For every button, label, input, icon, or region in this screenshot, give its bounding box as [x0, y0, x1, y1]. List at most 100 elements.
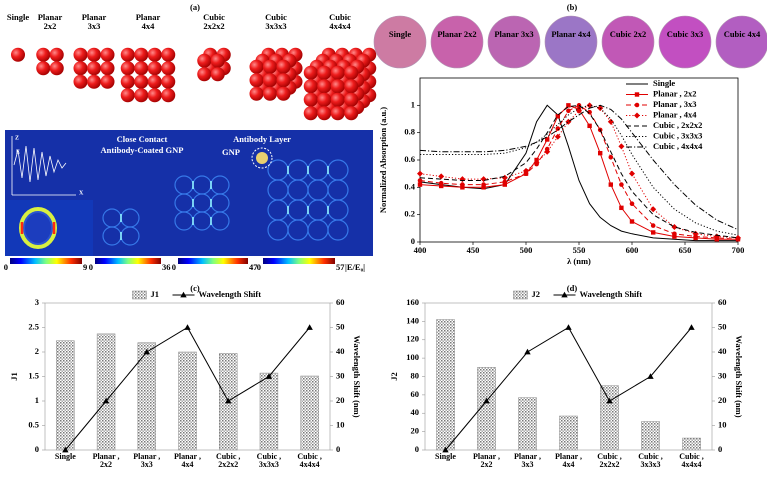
legend-label: Wavelength Shift	[580, 289, 643, 299]
group-label-box: Cubic 4x4x4	[329, 13, 351, 31]
gold-sphere	[317, 92, 332, 107]
sample-label-box: Planar 2x2	[437, 30, 476, 38]
y-tick-label: 3	[35, 297, 39, 307]
gold-sphere	[147, 61, 162, 76]
x-tick-label: 450	[467, 245, 480, 255]
gold-sphere	[330, 92, 345, 107]
legend-marker	[634, 102, 640, 108]
colorbar-max: 57	[336, 262, 345, 272]
marker	[480, 176, 487, 183]
y-tick-label: 0	[411, 236, 415, 246]
x-tick-label: Cubic , 4x4x4	[679, 453, 704, 470]
gold-sphere	[303, 106, 318, 121]
legend-label: Planar , 2x2	[653, 88, 697, 98]
legend-label: Planar , 3x3	[653, 99, 697, 109]
marker	[672, 231, 677, 237]
bar	[137, 342, 156, 451]
y-tick-label: 140	[406, 315, 419, 325]
group-label: Cubic 3x3x3	[265, 13, 287, 31]
y-tick-label: 120	[406, 334, 419, 344]
x-tick-label: 700	[732, 245, 745, 255]
marker	[62, 446, 69, 453]
legend-label: Cubic , 3x3x3	[653, 130, 702, 140]
gold-sphere	[100, 61, 115, 76]
marker	[647, 373, 654, 379]
gold-sphere	[276, 59, 291, 74]
gold-sphere	[330, 65, 345, 80]
gold-sphere	[344, 79, 359, 94]
legend-swatch	[513, 290, 528, 300]
gold-sphere	[87, 47, 101, 62]
marker	[619, 205, 624, 211]
gold-sphere	[11, 47, 25, 62]
x-tick-label: 500	[520, 245, 533, 255]
y-tick-label: 1	[411, 99, 415, 109]
marker	[306, 324, 313, 330]
group-label: Planar 2x2	[37, 13, 63, 31]
group-label-box: Planar 3x3	[82, 13, 107, 30]
x-tick-label: 650	[679, 245, 692, 255]
x-tick-label-box: Cubic , 2x2x2	[597, 453, 621, 469]
group-label-box: Planar 2x2	[37, 13, 63, 31]
gold-sphere	[87, 74, 101, 89]
gold-sphere	[317, 106, 332, 121]
y-tick-label: 20	[411, 426, 420, 436]
y-tick-label: 0.8	[404, 127, 415, 137]
panel-label: (b)	[567, 2, 578, 12]
marker	[618, 143, 625, 150]
bar	[178, 351, 197, 451]
marker	[598, 150, 603, 156]
y2-tick-label: 60	[336, 297, 345, 307]
sample-vial	[544, 15, 598, 69]
marker	[555, 114, 560, 119]
x-tick-label-box: Planar , 3x3	[514, 453, 541, 470]
colorbar-label: |E/E₀|	[345, 262, 365, 272]
group-label: Cubic 4x4x4	[329, 13, 351, 31]
marker	[481, 185, 486, 190]
series-line	[419, 104, 739, 231]
colorbar-min: 0	[89, 262, 93, 272]
marker	[481, 182, 486, 187]
annotation: Antibody-Coated GNP	[101, 145, 184, 155]
bar	[682, 437, 701, 451]
marker	[438, 180, 444, 186]
x-tick-label: Planar , 3x3	[514, 453, 541, 470]
x-tick-label-box: Cubic , 3x3x3	[257, 453, 281, 469]
y-tick-label: 1.5	[28, 370, 39, 380]
y2-tick-label: 10	[336, 419, 345, 429]
sample-label: Cubic 2x2	[609, 30, 647, 39]
y2-axis-label: Wavelength Shift (nm)	[734, 335, 744, 417]
group-label-box: Planar 4x4	[136, 13, 161, 30]
bar	[259, 372, 279, 451]
gold-sphere	[263, 59, 277, 74]
x-tick-label: Planar , 2x2	[473, 453, 500, 470]
annotation: Close Contact	[117, 134, 168, 144]
legend-label: Single	[653, 78, 675, 88]
inset-axis-label: Z	[15, 135, 19, 141]
bar	[641, 421, 660, 451]
sample-label-box: Cubic 3x3	[667, 30, 704, 38]
marker	[629, 219, 635, 224]
sample-label-box: Cubic 2x2	[609, 30, 647, 39]
group-label-box: Cubic 3x3x3	[265, 13, 287, 31]
marker	[672, 234, 677, 239]
gold-sphere	[147, 88, 162, 103]
marker	[524, 348, 531, 355]
x-tick-label-box: Single	[435, 453, 456, 461]
x-tick-label: Single	[435, 453, 456, 461]
gold-sphere	[147, 74, 162, 89]
gold-sphere	[100, 47, 115, 62]
marker	[566, 103, 571, 108]
gold-sphere	[134, 61, 149, 76]
x-tick-label-box: Planar , 2x2	[473, 453, 500, 470]
y2-tick-label: 60	[718, 297, 727, 307]
sample-label: Single	[388, 30, 412, 39]
x-tick-label-box: Planar , 4x4	[174, 453, 201, 469]
series-line	[420, 104, 739, 236]
marker	[597, 105, 604, 112]
sample-label: Planar 3x3	[494, 30, 534, 39]
gold-sphere	[120, 74, 135, 89]
y-tick-label: 0	[35, 444, 39, 454]
gold-sphere	[197, 53, 212, 68]
gold-sphere	[344, 92, 359, 107]
